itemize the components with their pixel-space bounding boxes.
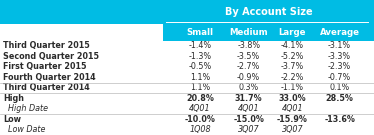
Text: 33.0%: 33.0%: [279, 94, 306, 103]
Text: First Quarter 2015: First Quarter 2015: [3, 62, 86, 71]
Text: -1.1%: -1.1%: [281, 83, 304, 92]
Text: -3.8%: -3.8%: [237, 41, 260, 50]
Text: Third Quarter 2015: Third Quarter 2015: [3, 41, 90, 50]
Text: -1.4%: -1.4%: [188, 41, 212, 50]
Text: -2.3%: -2.3%: [328, 62, 351, 71]
Text: -13.6%: -13.6%: [324, 115, 355, 124]
Bar: [163, 24, 374, 40]
Text: -15.9%: -15.9%: [277, 115, 308, 124]
Text: -2.2%: -2.2%: [281, 73, 304, 82]
Text: 20.8%: 20.8%: [186, 94, 214, 103]
Text: -10.0%: -10.0%: [185, 115, 215, 124]
Text: 1.1%: 1.1%: [190, 73, 210, 82]
Text: Third Quarter 2014: Third Quarter 2014: [3, 83, 90, 92]
Text: 31.7%: 31.7%: [235, 94, 263, 103]
Text: Fourth Quarter 2014: Fourth Quarter 2014: [3, 73, 96, 82]
Text: 4Q01: 4Q01: [238, 104, 260, 113]
Text: 1.1%: 1.1%: [190, 83, 210, 92]
Text: -3.7%: -3.7%: [281, 62, 304, 71]
Text: -3.3%: -3.3%: [328, 52, 351, 61]
Text: Second Quarter 2015: Second Quarter 2015: [3, 52, 99, 61]
Text: By Account Size: By Account Size: [224, 7, 312, 17]
Text: 4Q01: 4Q01: [189, 104, 211, 113]
Text: 0.1%: 0.1%: [329, 83, 350, 92]
Text: 4Q01: 4Q01: [282, 104, 303, 113]
Text: 28.5%: 28.5%: [326, 94, 353, 103]
Text: -5.2%: -5.2%: [281, 52, 304, 61]
Text: -0.9%: -0.9%: [237, 73, 260, 82]
Text: -3.5%: -3.5%: [237, 52, 260, 61]
Text: -3.1%: -3.1%: [328, 41, 351, 50]
Bar: [0, 0, 374, 24]
Text: 0.3%: 0.3%: [239, 83, 259, 92]
Text: -2.7%: -2.7%: [237, 62, 260, 71]
Text: High: High: [3, 94, 24, 103]
Text: 3Q07: 3Q07: [282, 125, 303, 134]
Text: 3Q07: 3Q07: [238, 125, 260, 134]
Text: -0.5%: -0.5%: [188, 62, 212, 71]
Text: Medium: Medium: [229, 28, 268, 37]
Text: Small: Small: [187, 28, 214, 37]
Text: -15.0%: -15.0%: [233, 115, 264, 124]
Text: Low Date: Low Date: [3, 125, 45, 134]
Text: Low: Low: [3, 115, 21, 124]
Text: -0.7%: -0.7%: [328, 73, 351, 82]
Text: -1.3%: -1.3%: [188, 52, 212, 61]
Text: Large: Large: [279, 28, 306, 37]
Text: -4.1%: -4.1%: [281, 41, 304, 50]
Text: 1Q08: 1Q08: [189, 125, 211, 134]
Text: High Date: High Date: [3, 104, 48, 113]
Text: Average: Average: [320, 28, 359, 37]
